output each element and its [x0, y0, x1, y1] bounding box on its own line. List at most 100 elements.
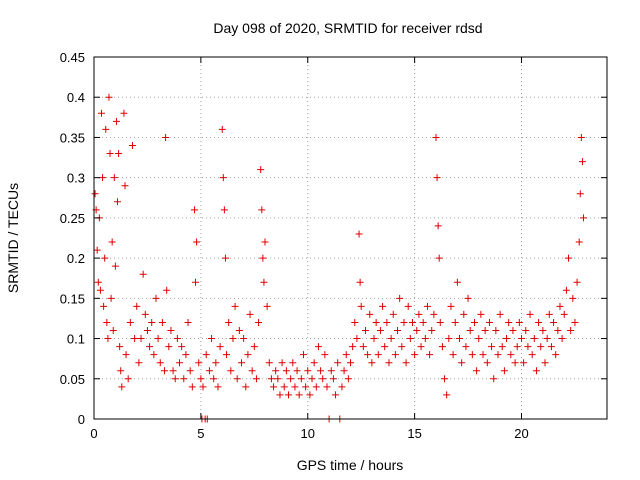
- data-point: [577, 133, 585, 141]
- data-point: [143, 327, 151, 335]
- data-point: [575, 238, 583, 246]
- data-point: [556, 302, 564, 310]
- data-point: [468, 351, 476, 359]
- data-point: [182, 351, 190, 359]
- data-point: [441, 375, 449, 383]
- data-point: [131, 335, 139, 343]
- data-point: [449, 351, 457, 359]
- data-point: [428, 327, 436, 335]
- data-point: [319, 375, 327, 383]
- data-point: [304, 367, 312, 375]
- y-tick-label: 0.3: [67, 171, 85, 186]
- data-point: [426, 351, 434, 359]
- data-point: [91, 190, 99, 198]
- data-point: [571, 318, 579, 326]
- data-point: [543, 335, 551, 343]
- plot-frame: [93, 56, 608, 420]
- data-point: [293, 367, 301, 375]
- data-point: [272, 367, 280, 375]
- data-point: [408, 318, 416, 326]
- data-point: [229, 335, 237, 343]
- data-point: [436, 318, 444, 326]
- data-point: [357, 302, 365, 310]
- data-point: [214, 383, 222, 391]
- data-point: [124, 375, 132, 383]
- y-tick-label: 0: [78, 412, 85, 427]
- data-point: [233, 375, 241, 383]
- data-point: [458, 359, 466, 367]
- data-point: [361, 327, 369, 335]
- data-point: [389, 310, 397, 318]
- data-point: [220, 206, 228, 214]
- data-point: [154, 335, 162, 343]
- data-point: [173, 335, 181, 343]
- y-tick-label: 0.25: [60, 211, 85, 226]
- data-point: [368, 359, 376, 367]
- data-point: [117, 367, 125, 375]
- data-point: [156, 359, 164, 367]
- data-point: [257, 166, 265, 174]
- data-point: [524, 343, 532, 351]
- data-point: [289, 359, 297, 367]
- data-point: [537, 343, 545, 351]
- data-point: [520, 359, 528, 367]
- data-point: [372, 318, 380, 326]
- data-point: [259, 254, 267, 262]
- data-point: [106, 150, 114, 158]
- data-point: [417, 343, 425, 351]
- data-point: [509, 327, 517, 335]
- data-point: [295, 391, 303, 399]
- data-point: [197, 375, 205, 383]
- data-point: [349, 343, 357, 351]
- data-point: [530, 335, 538, 343]
- data-point: [219, 174, 227, 182]
- data-point: [104, 335, 112, 343]
- data-point: [396, 294, 404, 302]
- data-point: [291, 383, 299, 391]
- data-point: [122, 351, 130, 359]
- data-point: [199, 383, 207, 391]
- data-point: [434, 222, 442, 230]
- data-point: [225, 318, 233, 326]
- data-point: [186, 367, 194, 375]
- data-point: [413, 327, 421, 335]
- data-point: [280, 383, 288, 391]
- data-point: [158, 318, 166, 326]
- data-point: [121, 182, 129, 190]
- data-point: [109, 327, 117, 335]
- data-point: [415, 310, 423, 318]
- data-point: [494, 351, 502, 359]
- data-point: [466, 327, 474, 335]
- data-point: [274, 375, 282, 383]
- data-point: [535, 318, 543, 326]
- data-point: [276, 391, 284, 399]
- data-point: [107, 294, 115, 302]
- data-point: [235, 327, 243, 335]
- x-tick-label: 0: [90, 426, 97, 441]
- data-point: [248, 367, 256, 375]
- data-point: [550, 318, 558, 326]
- data-point: [208, 335, 216, 343]
- data-point: [483, 359, 491, 367]
- data-point: [100, 302, 108, 310]
- data-point: [227, 367, 235, 375]
- data-point: [267, 375, 275, 383]
- data-point: [552, 351, 560, 359]
- data-point: [505, 318, 513, 326]
- data-point: [430, 310, 438, 318]
- data-point: [578, 158, 586, 166]
- data-point: [265, 359, 273, 367]
- data-point: [263, 302, 271, 310]
- data-point: [370, 335, 378, 343]
- data-point: [406, 335, 414, 343]
- data-point: [374, 351, 382, 359]
- data-point: [351, 318, 359, 326]
- data-point: [353, 335, 361, 343]
- data-point: [421, 335, 429, 343]
- data-point: [445, 335, 453, 343]
- data-point: [193, 238, 201, 246]
- data-point: [443, 391, 451, 399]
- data-point: [323, 383, 331, 391]
- data-point: [522, 327, 530, 335]
- data-point: [545, 310, 553, 318]
